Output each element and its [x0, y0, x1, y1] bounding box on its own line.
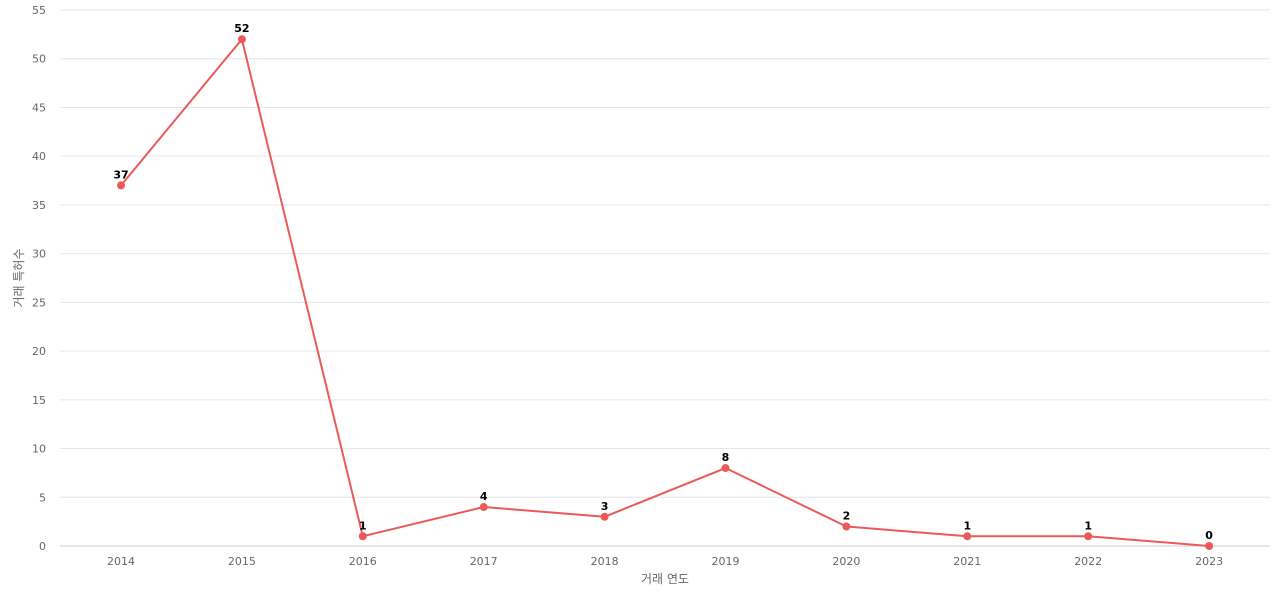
x-tick-label: 2022	[1074, 555, 1102, 568]
series-line	[120, 38, 1211, 547]
series-layer	[117, 35, 1214, 550]
data-label: 4	[480, 490, 488, 503]
y-tick-label: 35	[32, 199, 46, 212]
data-point[interactable]	[963, 532, 972, 541]
y-tick-label: 40	[32, 150, 46, 163]
x-tick-label: 2021	[953, 555, 981, 568]
y-tick-label: 15	[32, 394, 46, 407]
y-tick-label: 45	[32, 101, 46, 114]
data-label: 1	[359, 519, 367, 532]
x-tick-label: 2014	[107, 555, 135, 568]
data-label: 2	[843, 510, 851, 523]
x-axis-title: 거래 연도	[641, 572, 689, 586]
data-label: 37	[113, 168, 128, 181]
y-tick-label: 55	[32, 4, 46, 17]
y-tick-label: 10	[32, 443, 46, 456]
grid-layer	[60, 9, 1270, 498]
x-tick-label: 2018	[591, 555, 619, 568]
data-label-layer: 37 52 1 4 3 8 2 1 1 0	[113, 22, 1213, 542]
data-point[interactable]	[117, 181, 125, 190]
x-tick-label: 2019	[712, 555, 740, 568]
data-label: 1	[963, 519, 971, 532]
data-point[interactable]	[600, 512, 609, 521]
data-point[interactable]	[721, 464, 730, 473]
y-tick-label: 25	[32, 296, 46, 309]
y-tick-label: 20	[32, 345, 46, 358]
data-label: 8	[722, 451, 730, 464]
y-tick-label: 5	[39, 491, 46, 504]
x-tick-label: 2020	[832, 555, 860, 568]
data-point[interactable]	[358, 532, 367, 541]
x-tick-label: 2023	[1195, 555, 1223, 568]
y-tick-label: 30	[32, 248, 46, 261]
data-label: 52	[234, 22, 249, 35]
data-label: 3	[601, 500, 609, 513]
y-axis-title: 거래 특허수	[12, 248, 26, 307]
data-label: 1	[1084, 519, 1092, 532]
data-label: 0	[1205, 529, 1213, 542]
x-tick-label: 2016	[349, 555, 377, 568]
data-point[interactable]	[842, 522, 851, 531]
data-point[interactable]	[1205, 542, 1214, 550]
y-tick-label: 0	[39, 540, 46, 553]
data-point[interactable]	[1084, 532, 1093, 541]
data-point[interactable]	[479, 503, 488, 512]
y-tick-label: 50	[32, 53, 46, 66]
x-tick-label: 2015	[228, 555, 256, 568]
x-tick-label: 2017	[470, 555, 498, 568]
data-point[interactable]	[237, 35, 246, 44]
